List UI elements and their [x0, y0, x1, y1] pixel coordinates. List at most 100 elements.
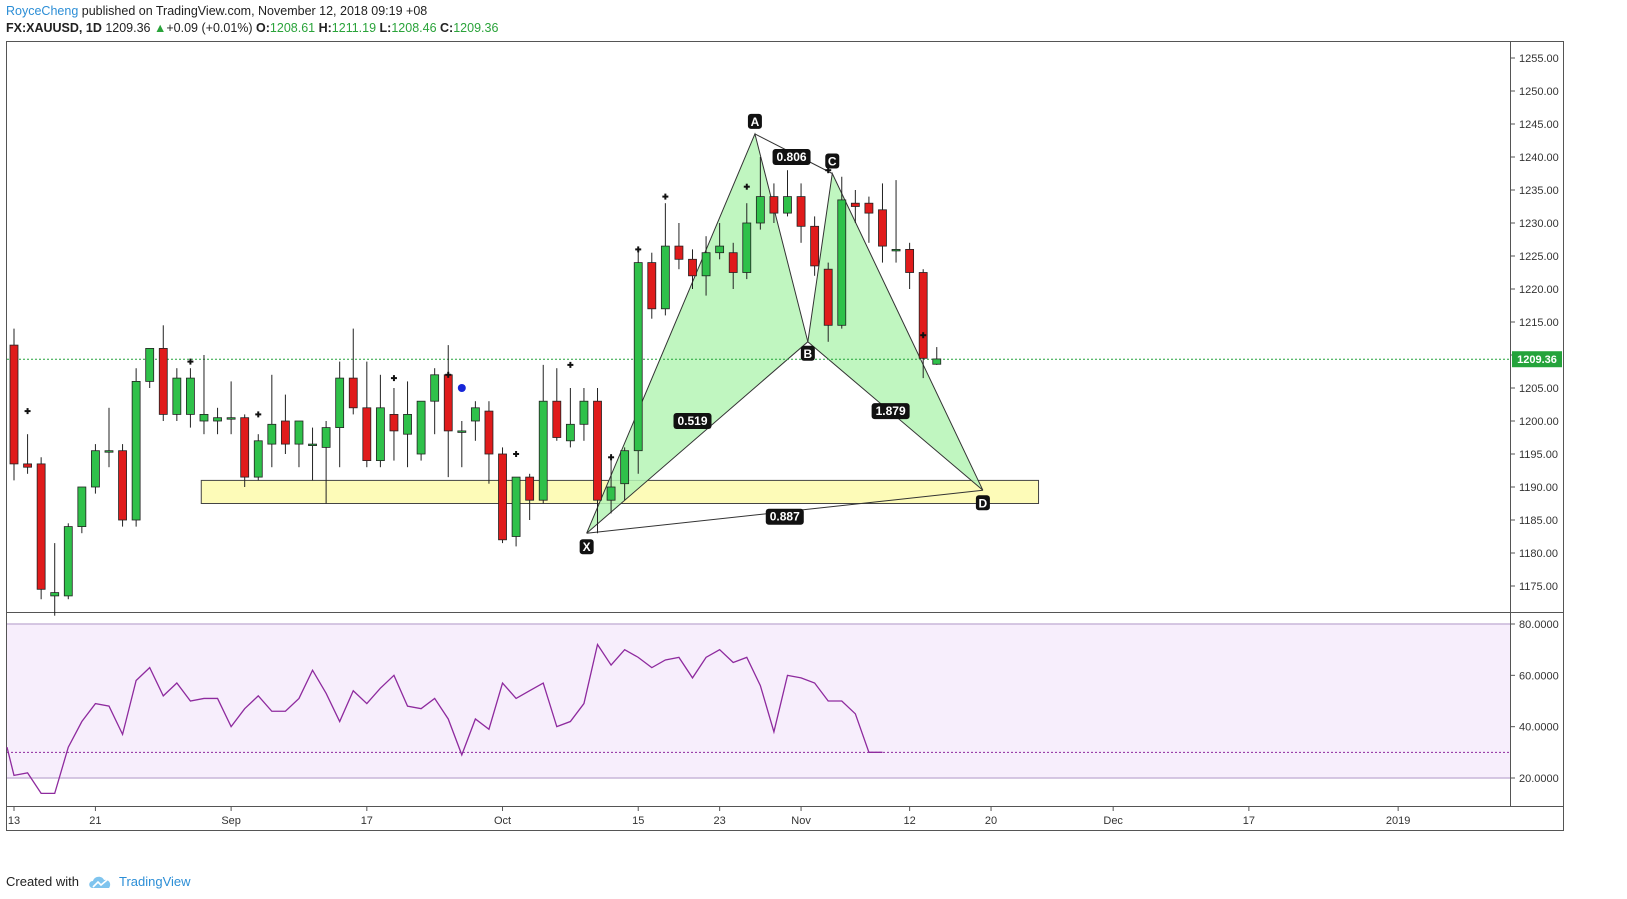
- candle-body: [294, 420, 304, 445]
- price-tick-label: 1185.00: [1519, 515, 1558, 527]
- candle[interactable]: [552, 368, 562, 441]
- candle[interactable]: [620, 447, 630, 501]
- cross-marker: [567, 361, 574, 368]
- candle[interactable]: [63, 523, 73, 600]
- candle-body: [457, 430, 467, 433]
- ratio-label: 0.887: [765, 508, 804, 525]
- chart-frame: [6, 41, 1564, 831]
- candle[interactable]: [253, 434, 263, 481]
- candle[interactable]: [158, 325, 168, 421]
- candle[interactable]: [430, 368, 440, 435]
- pattern-point-c: C: [825, 153, 840, 169]
- candle[interactable]: [186, 368, 195, 428]
- candle[interactable]: [348, 328, 358, 415]
- candle-body: [213, 417, 222, 422]
- candle[interactable]: [878, 183, 887, 263]
- candle[interactable]: [9, 328, 19, 481]
- candle[interactable]: [335, 361, 345, 468]
- candle[interactable]: [498, 447, 507, 544]
- candle[interactable]: [593, 388, 602, 534]
- candle[interactable]: [511, 476, 521, 547]
- candle-body: [403, 413, 412, 435]
- cross-marker: [255, 411, 262, 418]
- candle-body: [63, 526, 73, 597]
- candle[interactable]: [742, 203, 752, 280]
- candle[interactable]: [389, 388, 399, 461]
- time-tick-label: Oct: [494, 815, 511, 827]
- candle[interactable]: [484, 401, 494, 484]
- candle[interactable]: [674, 223, 684, 270]
- candle-body: [633, 262, 643, 452]
- candle[interactable]: [91, 444, 100, 494]
- candle[interactable]: [213, 407, 222, 435]
- candle[interactable]: [294, 420, 304, 468]
- time-tick-label: 23: [714, 815, 726, 827]
- candle[interactable]: [579, 388, 589, 441]
- candle[interactable]: [769, 183, 779, 223]
- candle-body: [620, 450, 630, 485]
- price-tick-label: 1225.00: [1519, 251, 1559, 263]
- candle[interactable]: [36, 457, 46, 600]
- candle[interactable]: [633, 249, 643, 474]
- candle[interactable]: [755, 157, 765, 230]
- candle[interactable]: [565, 388, 575, 448]
- candle[interactable]: [728, 242, 738, 289]
- candle[interactable]: [850, 190, 860, 223]
- candle[interactable]: [688, 249, 697, 289]
- candle[interactable]: [145, 347, 155, 388]
- candle[interactable]: [891, 180, 901, 263]
- pattern-point-b: B: [800, 345, 815, 361]
- candle[interactable]: [118, 444, 127, 527]
- candle-body: [837, 199, 847, 326]
- candle[interactable]: [606, 454, 616, 514]
- price-tick-label: 1180.00: [1519, 548, 1558, 560]
- candle[interactable]: [783, 170, 792, 217]
- candle[interactable]: [308, 427, 317, 481]
- candle-body: [470, 407, 480, 422]
- candle-body: [172, 377, 182, 415]
- candle[interactable]: [23, 434, 32, 474]
- candle-body: [905, 248, 915, 273]
- candle[interactable]: [104, 407, 114, 468]
- candle[interactable]: [199, 355, 209, 435]
- point-badge: [800, 345, 815, 361]
- candle[interactable]: [226, 381, 236, 435]
- tradingview-link[interactable]: TradingView: [118, 874, 191, 889]
- candle-body: [118, 450, 127, 521]
- candle[interactable]: [416, 400, 426, 461]
- candle[interactable]: [362, 361, 372, 468]
- candle[interactable]: [864, 196, 874, 243]
- candle[interactable]: [403, 381, 412, 468]
- candle[interactable]: [172, 368, 182, 421]
- candle[interactable]: [810, 216, 820, 276]
- last-price-badge: [1512, 351, 1562, 368]
- candle[interactable]: [240, 414, 250, 487]
- candle[interactable]: [796, 183, 806, 243]
- candle[interactable]: [837, 176, 847, 329]
- candle[interactable]: [538, 364, 548, 504]
- candle[interactable]: [647, 252, 657, 319]
- candle[interactable]: [701, 236, 711, 296]
- candle[interactable]: [443, 345, 453, 478]
- author-link[interactable]: RoyceCheng: [6, 4, 79, 18]
- candle-body: [23, 463, 32, 468]
- candle[interactable]: [715, 223, 725, 260]
- candle[interactable]: [470, 401, 480, 441]
- candle[interactable]: [525, 473, 535, 520]
- candle[interactable]: [77, 486, 87, 534]
- candle[interactable]: [660, 203, 670, 316]
- candle[interactable]: [321, 421, 331, 504]
- candle[interactable]: [131, 368, 141, 527]
- candle[interactable]: [905, 242, 915, 289]
- candle[interactable]: [932, 347, 942, 365]
- candle[interactable]: [375, 374, 385, 468]
- price-tick-label: 1255.00: [1519, 53, 1559, 65]
- candle[interactable]: [50, 543, 60, 616]
- candle[interactable]: [457, 421, 467, 468]
- candle[interactable]: [823, 262, 833, 342]
- candle[interactable]: [267, 374, 277, 468]
- candle[interactable]: [280, 394, 290, 454]
- ratio-badge: [673, 413, 712, 429]
- candle[interactable]: [918, 269, 928, 379]
